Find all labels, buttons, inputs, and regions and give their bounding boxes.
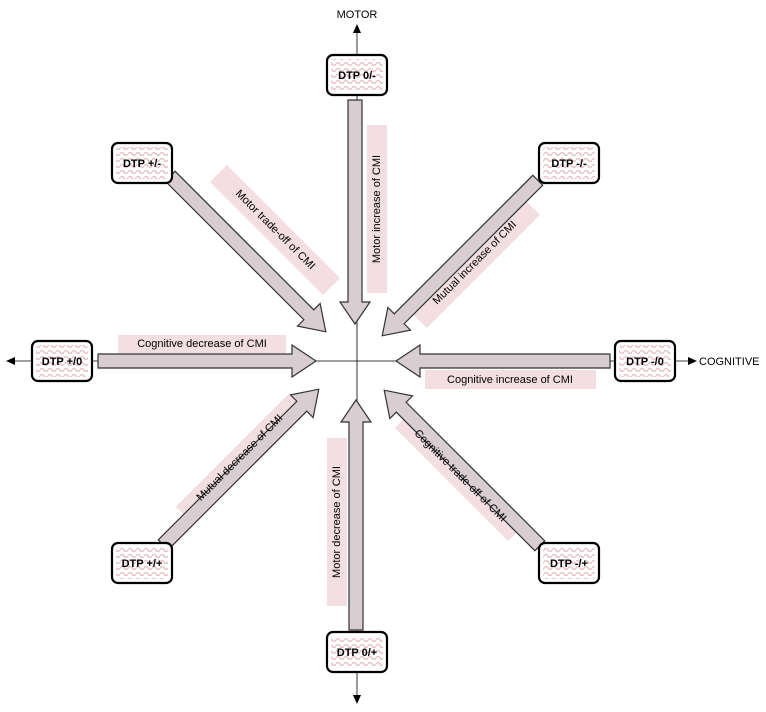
vertical-axis-top-arrowhead <box>353 24 361 33</box>
vertical-axis-bottom-arrowhead <box>353 695 361 704</box>
box-top-label: DTP 0/- <box>338 70 376 82</box>
label-bottom: Motor decrease of CMI <box>331 466 343 578</box>
box-bottom: DTP 0/+ <box>327 632 387 672</box>
arrow-bottom-left <box>152 378 330 556</box>
motor-axis-label: MOTOR <box>337 9 378 21</box>
box-top-right-label: DTP -/- <box>551 158 587 170</box>
horizontal-axis-left-arrowhead <box>6 357 15 365</box>
cognitive-axis-label: COGNITIVE <box>699 356 760 368</box>
box-top: DTP 0/- <box>327 55 387 95</box>
arrow-top-right <box>371 169 549 347</box>
box-top-left: DTP +/- <box>112 143 172 183</box>
box-right-label: DTP -/0 <box>626 356 664 368</box>
box-bottom-label: DTP 0/+ <box>337 647 377 659</box>
box-top-right: DTP -/- <box>539 143 599 183</box>
arrow-bottom-left-group <box>152 378 330 556</box>
label-bottom-left: Mutual decrease of CMI <box>194 412 285 503</box>
box-left: DTP +/0 <box>32 341 92 381</box>
label-left: Cognitive decrease of CMI <box>137 338 267 350</box>
horizontal-axis-right-arrowhead <box>688 357 697 365</box>
arrow-top <box>340 100 370 324</box>
box-left-label: DTP +/0 <box>42 356 82 368</box>
box-bottom-right: DTP -/+ <box>539 543 599 583</box>
box-bottom-left-label: DTP +/+ <box>122 558 163 570</box>
box-right: DTP -/0 <box>615 341 675 381</box>
label-right: Cognitive increase of CMI <box>447 374 573 386</box>
label-bottom-right: Cognitive trade-off of CMI <box>412 427 509 524</box>
box-top-left-label: DTP +/- <box>123 158 161 170</box>
label-top-right: Mutual increase of CMI <box>431 219 519 307</box>
box-bottom-left: DTP +/+ <box>112 543 172 583</box>
arrow-top-right-group <box>371 169 549 347</box>
label-top: Motor increase of CMI <box>371 155 383 263</box>
box-bottom-right-label: DTP -/+ <box>550 558 588 570</box>
